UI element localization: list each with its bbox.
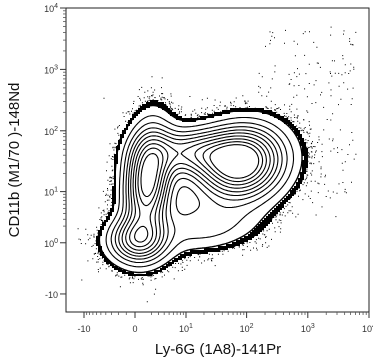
y-tick-label: 101 [44, 187, 58, 198]
plot-frame [65, 7, 370, 313]
x-axis-ticks: -10 0 101 102 103 104 [77, 312, 373, 334]
y-tick-label: 104 [44, 3, 58, 14]
x-tick-label: 102 [240, 323, 254, 334]
contour-line [110, 122, 288, 264]
contour-line [98, 104, 303, 274]
contour-line [121, 132, 275, 254]
x-tick-label: -10 [77, 324, 90, 334]
y-axis-ticks: -10 100 101 102 103 104 [44, 3, 66, 300]
y-axis-title: CD11b (M1/70 )-148Nd [6, 83, 23, 238]
contour-line [125, 135, 271, 251]
x-tick-label: 103 [301, 323, 315, 334]
contour-line [114, 126, 283, 260]
contour-line [140, 144, 260, 198]
y-tick-label: 100 [44, 238, 58, 249]
y-tick-label: 103 [44, 64, 58, 75]
x-tick-label: 104 [362, 323, 373, 334]
x-axis-title: Ly-6G (1A8)-141Pr [155, 341, 281, 358]
contour-line [134, 141, 264, 243]
y-tick-label: -10 [45, 290, 58, 300]
contour-line [118, 129, 279, 257]
contour-line [105, 115, 295, 268]
y-tick-label: 102 [44, 126, 58, 137]
contour-lines [96, 100, 308, 276]
x-tick-label: 101 [179, 323, 193, 334]
x-tick-label: 0 [132, 324, 137, 334]
contour-line [129, 138, 267, 248]
